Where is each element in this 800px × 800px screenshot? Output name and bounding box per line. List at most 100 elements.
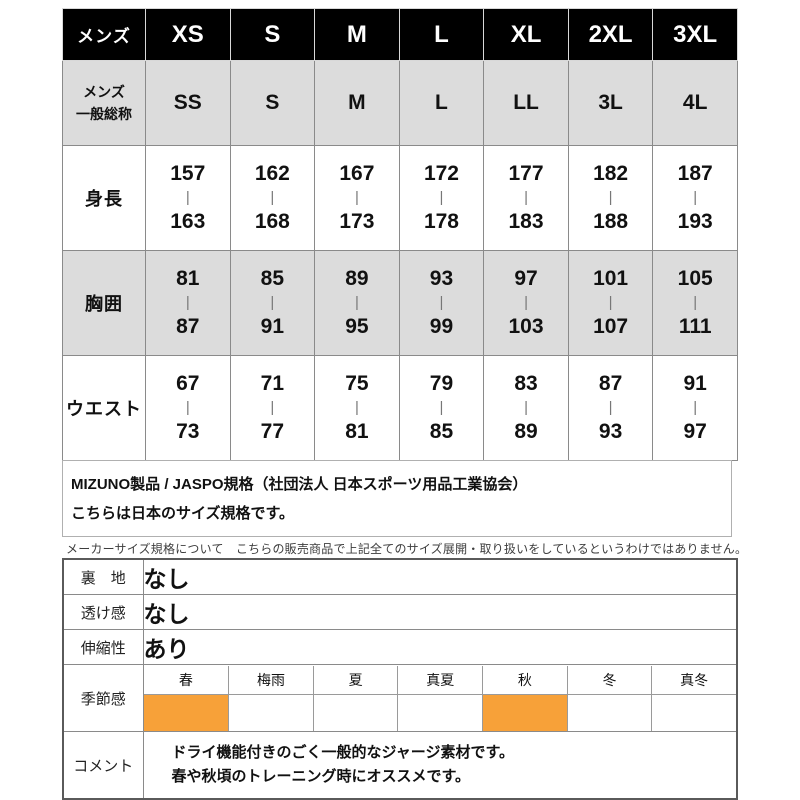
- range-to: 188: [593, 210, 629, 233]
- range-separator: |: [693, 189, 698, 206]
- range-cell-2-4: 83 | 89: [483, 355, 569, 461]
- range-separator: |: [354, 399, 359, 416]
- measurement-label-0: 身長: [62, 145, 146, 251]
- range-from: 79: [429, 371, 454, 395]
- general-size-cell-SS: SS: [145, 60, 231, 146]
- range-to: 93: [598, 420, 623, 443]
- range-separator: |: [439, 189, 444, 206]
- range-separator: |: [693, 294, 698, 311]
- range-from: 172: [423, 161, 459, 185]
- size-header-cell-3XL: 3XL: [652, 8, 738, 61]
- season-label-6: 真冬: [651, 665, 736, 695]
- season-cell-container: 春梅雨夏真夏秋冬真冬: [142, 664, 738, 732]
- range-from: 71: [260, 371, 285, 395]
- range-from: 101: [593, 266, 629, 290]
- range-cell-0-4: 177 | 183: [483, 145, 569, 251]
- range-separator: |: [354, 189, 359, 206]
- range-from: 182: [593, 161, 629, 185]
- spec-row-sheerness: 透け感 なし: [62, 594, 738, 630]
- measurement-label-2: ウエスト: [62, 355, 146, 461]
- size-header-cell-2XL: 2XL: [567, 8, 654, 61]
- comment-text: ドライ機能付きのごく一般的なジャージ素材です。 春や秋頃のトレーニング時にオスス…: [144, 741, 737, 789]
- comment-line2: 春や秋頃のトレーニング時にオススメです。: [171, 768, 471, 785]
- spec-row-lining: 裏 地 なし: [62, 558, 738, 595]
- measurement-row-2: ウエスト 67 | 73 71 | 77 75 | 81 79 | 85 83 | 89 87 | 93 91 | 97: [62, 355, 738, 461]
- range-separator: |: [608, 189, 613, 206]
- season-label-1: 梅雨: [228, 665, 313, 695]
- spec-label-season: 季節感: [62, 664, 144, 732]
- range-separator: |: [354, 294, 359, 311]
- range-to: 107: [593, 315, 629, 338]
- spec-row-comment: コメント ドライ機能付きのごく一般的なジャージ素材です。 春や秋頃のトレーニング…: [62, 731, 738, 800]
- season-label-0: 春: [143, 665, 229, 695]
- spec-row-stretch: 伸縮性 あり: [62, 629, 738, 665]
- season-label-4: 秋: [482, 665, 567, 695]
- spec-value-sheerness: なし: [142, 594, 738, 630]
- size-table: メンズ XS S M L XL 2XL 3XL メンズ 一般総称 SS S M L LL 3L 4L 身長 15…: [62, 8, 738, 461]
- spec-label-lining: 裏 地: [62, 558, 144, 595]
- range-from: 67: [176, 371, 200, 395]
- range-to: 103: [508, 315, 544, 338]
- range-to: 168: [254, 210, 290, 233]
- range-separator: |: [524, 189, 528, 206]
- spec-label-sheerness: 透け感: [62, 594, 144, 630]
- season-label-3: 真夏: [397, 665, 483, 695]
- size-table-general-row: メンズ 一般総称 SS S M L LL 3L 4L: [62, 60, 738, 146]
- range-from: 87: [598, 371, 623, 395]
- spec-table: 裏 地 なし 透け感 なし 伸縮性 あり 季節感 春梅雨夏真夏秋冬真冬 コメント: [62, 558, 738, 800]
- range-cell-0-5: 182 | 188: [567, 145, 654, 251]
- season-swatch-2: [312, 694, 398, 731]
- general-size-cell-S: S: [229, 60, 316, 146]
- range-from: 91: [683, 371, 707, 395]
- measurement-row-1: 胸囲 81 | 87 85 | 91 89 | 95 93 | 99 97 | 103 101 | 107 105 | 1…: [62, 250, 738, 356]
- range-from: 83: [514, 371, 538, 395]
- size-header-cell-S: S: [229, 8, 316, 61]
- standards-note-line2: こちらは日本のサイズ規格です。: [71, 505, 295, 523]
- range-from: 177: [508, 161, 544, 185]
- range-from: 187: [677, 161, 713, 185]
- season-label-2: 夏: [312, 665, 398, 695]
- range-separator: |: [185, 399, 190, 416]
- season-swatch-1: [228, 694, 313, 731]
- range-cell-0-3: 172 | 178: [398, 145, 485, 251]
- range-separator: |: [270, 294, 275, 311]
- range-from: 105: [677, 266, 713, 290]
- range-from: 162: [254, 161, 290, 185]
- range-cell-2-1: 71 | 77: [229, 355, 316, 461]
- range-to: 81: [345, 420, 369, 443]
- range-separator: |: [185, 294, 190, 311]
- season-label-5: 冬: [566, 665, 652, 695]
- standards-note-line1: MIZUNO製品 / JASPO規格（社団法人 日本スポーツ用品工業協会）: [71, 476, 528, 493]
- general-name-label-line2: 一般総称: [76, 106, 132, 122]
- general-size-cell-4L: 4L: [652, 60, 738, 146]
- range-separator: |: [524, 399, 528, 416]
- season-swatch-0: [143, 694, 229, 731]
- season-swatch-6: [651, 694, 736, 731]
- range-from: 85: [260, 266, 285, 290]
- range-cell-0-0: 157 | 163: [145, 145, 231, 251]
- spec-label-comment: コメント: [62, 731, 144, 800]
- range-cell-1-4: 97 | 103: [483, 250, 569, 356]
- range-cell-2-0: 67 | 73: [145, 355, 231, 461]
- range-to: 178: [423, 210, 459, 233]
- measurement-row-0: 身長 157 | 163 162 | 168 167 | 173 172 | 178 177 | 183 182…: [62, 145, 738, 251]
- range-separator: |: [185, 189, 190, 206]
- general-name-label-line1: メンズ: [83, 83, 125, 100]
- range-cell-1-6: 105 | 111: [652, 250, 738, 356]
- range-separator: |: [608, 399, 613, 416]
- size-header-cell-XL: XL: [483, 8, 569, 61]
- range-from: 167: [339, 161, 375, 185]
- range-cell-2-6: 91 | 97: [652, 355, 738, 461]
- range-cell-1-2: 89 | 95: [314, 250, 400, 356]
- range-to: 97: [683, 420, 707, 443]
- spec-value-stretch: あり: [142, 629, 738, 665]
- range-cell-0-1: 162 | 168: [229, 145, 316, 251]
- range-to: 111: [678, 315, 712, 338]
- season-swatch-5: [566, 694, 652, 731]
- spec-label-stretch: 伸縮性: [62, 629, 144, 665]
- season-swatch-4: [482, 694, 567, 731]
- range-cell-0-2: 167 | 173: [314, 145, 400, 251]
- range-separator: |: [270, 399, 275, 416]
- general-size-cell-M: M: [314, 60, 400, 146]
- range-to: 87: [176, 315, 200, 338]
